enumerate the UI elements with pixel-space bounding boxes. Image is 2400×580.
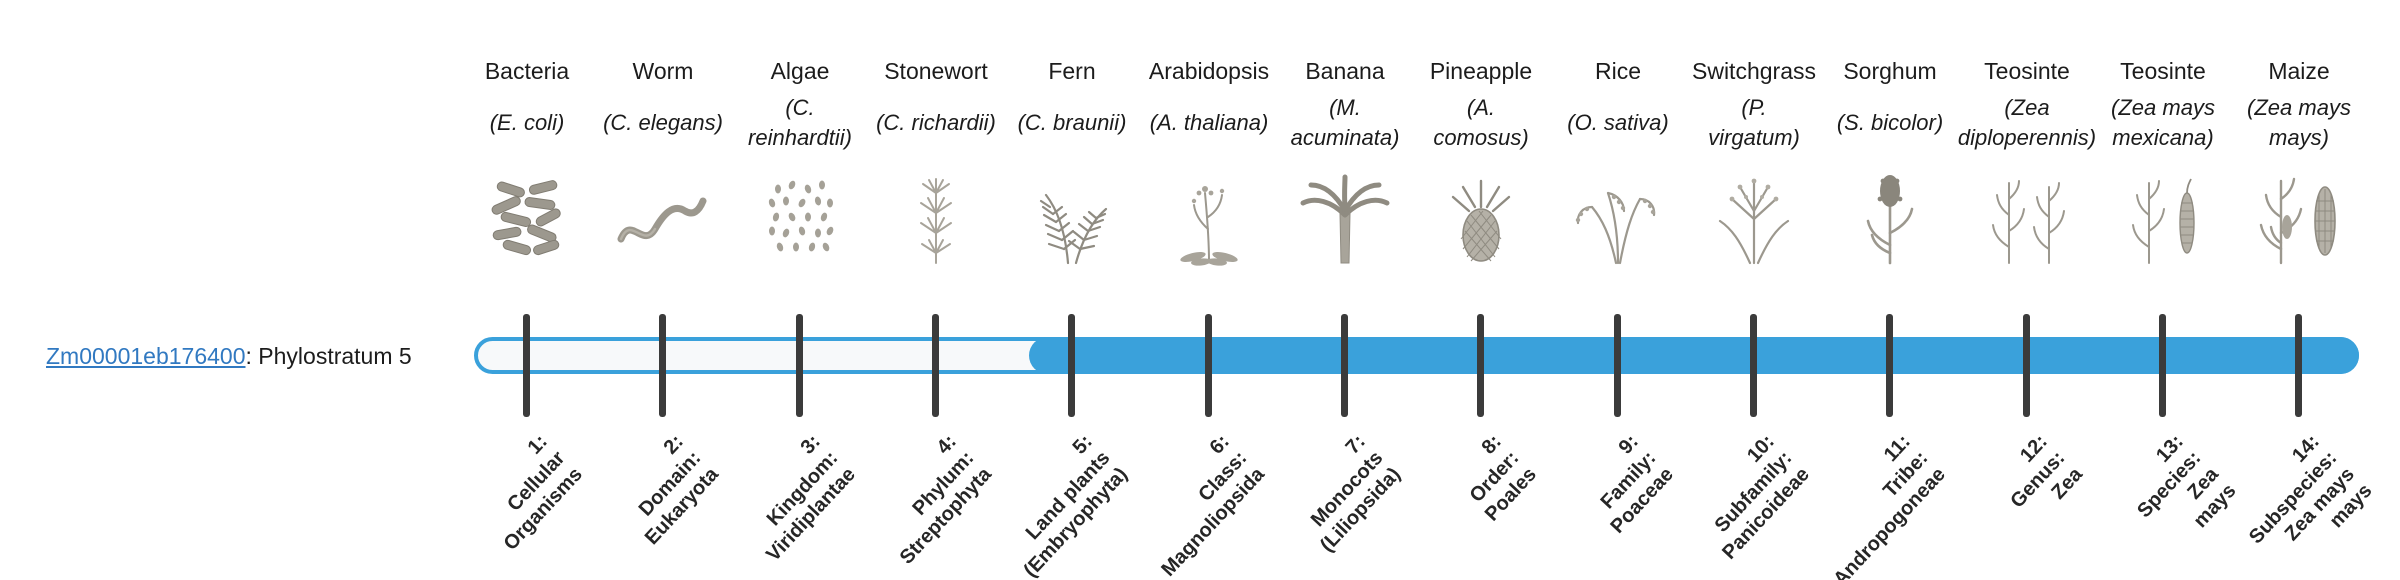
organism-species: (Zea mays mexicana) [2111,95,2215,150]
stonewort-illustration [861,164,1011,270]
organism-name: Pineapple [1429,58,1533,84]
stratum-tick-10 [1750,314,1757,417]
organism-species: (C. braunii) [1017,110,1127,135]
stratum-tick-4 [932,314,939,417]
organism-species: (C. reinhardtii) [748,95,852,150]
sorghum-illustration [1815,164,1965,270]
organism-species: (P. virgatum) [1708,95,1800,150]
stratum-column-13: Teosinte (Zea mays mexicana) [2088,56,2238,270]
organism-species: (M. acuminata) [1290,95,1400,150]
stratum-column-4: Stonewort (C. richardii) [861,56,1011,270]
gene-label: Zm00001eb176400: Phylostratum 5 [46,343,412,370]
organism-name: Algae [770,58,830,84]
stratum-tick-1 [523,314,530,417]
organism-name: Sorghum [1843,58,1937,84]
stratum-column-6: Arabidopsis (A. thaliana) [1134,56,1284,270]
teosinte-diploperennis-illustration [1952,164,2102,270]
organism-name: Stonewort [884,58,988,84]
pineapple-illustration [1406,164,1556,270]
stratum-column-7: Banana (M. acuminata) [1270,56,1420,270]
stratum-tick-9 [1614,314,1621,417]
organism-name: Teosinte [2120,58,2206,84]
stratum-tick-8 [1477,314,1484,417]
stratum-column-12: Teosinte (Zea diploperennis) [1952,56,2102,270]
switchgrass-illustration [1679,164,1829,270]
stratum-column-2: Worm (C. elegans) [588,56,738,270]
stratum-column-9: Rice (O. sativa) [1543,56,1693,270]
organism-species: (O. sativa) [1567,110,1669,135]
stratum-column-1: Bacteria (E. coli) [452,56,602,270]
organism-name: Banana [1305,58,1385,84]
stratum-column-14: Maize (Zea mays mays) [2224,56,2374,270]
stratum-tick-6 [1205,314,1212,417]
stratum-column-8: Pineapple (A. comosus) [1406,56,1556,270]
worm-illustration [588,164,738,270]
stratum-column-11: Sorghum (S. bicolor) [1815,56,1965,270]
organism-species: (A. thaliana) [1149,110,1269,135]
stratum-tick-13 [2159,314,2166,417]
organism-species: (C. richardii) [876,110,996,135]
organism-species: (Zea diploperennis) [1957,95,2097,150]
organism-species: (C. elegans) [603,110,723,135]
organism-name: Bacteria [484,58,570,84]
organism-name: Rice [1594,58,1641,84]
arabidopsis-illustration [1134,164,1284,270]
organism-name: Arabidopsis [1148,58,1270,84]
stratum-tick-3 [796,314,803,417]
stratum-column-3: Algae (C. reinhardtii) [725,56,875,270]
stratum-tick-2 [659,314,666,417]
organism-species: (A. comosus) [1433,95,1529,150]
gene-phylostratum-text: : Phylostratum 5 [245,343,412,369]
organism-name: Switchgrass [1692,58,1816,84]
organism-species: (S. bicolor) [1836,110,1944,135]
banana-illustration [1270,164,1420,270]
algae-illustration [725,164,875,270]
rice-illustration [1543,164,1693,270]
gene-id-link[interactable]: Zm00001eb176400 [46,343,246,369]
stratum-column-5: Fern (C. braunii) [997,56,1147,270]
organism-species: (Zea mays mays) [2247,95,2351,150]
bacteria-illustration [452,164,602,270]
fern-illustration [997,164,1147,270]
organism-name: Maize [2268,58,2330,84]
stratum-tick-7 [1341,314,1348,417]
organism-species: (E. coli) [489,110,565,135]
stratum-tick-12 [2023,314,2030,417]
organism-name: Worm [632,58,694,84]
phylostrata-bar-fill [1029,337,2359,374]
teosinte-mexicana-illustration [2088,164,2238,270]
organism-name: Teosinte [1984,58,2070,84]
stratum-tick-14 [2295,314,2302,417]
stratum-tick-11 [1886,314,1893,417]
stratum-tick-5 [1068,314,1075,417]
stratum-column-10: Switchgrass (P. virgatum) [1679,56,1829,270]
organism-name: Fern [1048,58,1096,84]
maize-illustration [2224,164,2374,270]
